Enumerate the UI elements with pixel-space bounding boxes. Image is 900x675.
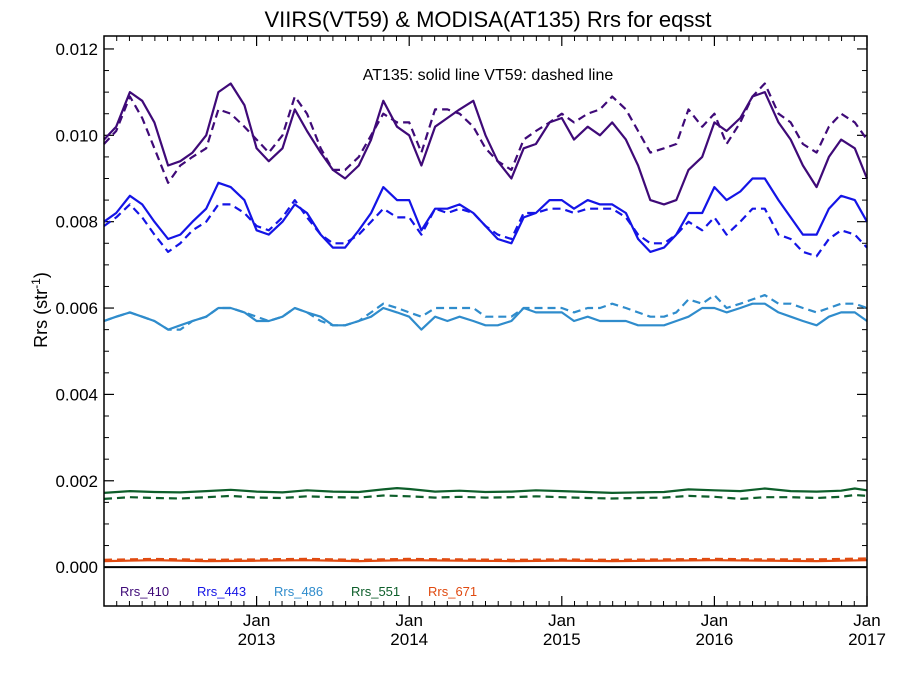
y-tick-label: 0.000: [55, 558, 98, 577]
x-tick-month: Jan: [395, 611, 422, 630]
plot-area: 0.0000.0020.0040.0060.0080.0100.012Jan20…: [55, 36, 886, 649]
y-tick-label: 0.012: [55, 40, 98, 59]
series-rrs-486-at135-solid: [103, 302, 868, 331]
series-rrs-443-at135-solid: [103, 177, 868, 253]
x-tick-year: 2015: [543, 630, 581, 649]
line-style-annotation: AT135: solid line VT59: dashed line: [363, 67, 614, 84]
chart-title: VIIRS(VT59) & MODISA(AT135) Rrs for eqss…: [264, 7, 711, 32]
series-rrs-443-vt59-dashed: [103, 199, 868, 258]
legend-entry-rrs-443: Rrs_443: [197, 584, 246, 599]
series-rrs-551-vt59-dashed: [103, 493, 868, 500]
y-tick-label: 0.004: [55, 385, 98, 404]
y-axis-label-superscript: -1: [29, 278, 43, 289]
legend-entry-rrs-551: Rrs_551: [351, 584, 400, 599]
x-tick-month: Jan: [243, 611, 270, 630]
y-axis-label-main: Rrs (str: [31, 289, 51, 348]
y-tick-label: 0.006: [55, 299, 98, 318]
series-rrs-486-vt59-dashed: [103, 294, 868, 331]
plot-frame: [103, 35, 868, 607]
y-tick-label: 0.010: [55, 126, 98, 145]
legend-entry-rrs-671: Rrs_671: [428, 584, 477, 599]
y-axis-label-close: ): [31, 272, 51, 278]
legend-entry-rrs-410: Rrs_410: [120, 584, 169, 599]
series-rrs-671-at135-solid: [103, 559, 868, 563]
x-tick-year: 2014: [390, 630, 428, 649]
x-tick-year: 2017: [848, 630, 886, 649]
series-rrs-671-vt59-dashed: [103, 557, 868, 561]
series-rrs-551-at135-solid: [103, 487, 868, 494]
x-tick-month: Jan: [701, 611, 728, 630]
x-tick-month: Jan: [853, 611, 880, 630]
x-tick-year: 2013: [238, 630, 276, 649]
x-tick-year: 2016: [695, 630, 733, 649]
y-tick-label: 0.002: [55, 472, 98, 491]
x-tick-month: Jan: [548, 611, 575, 630]
legend-entry-rrs-486: Rrs_486: [274, 584, 323, 599]
series-rrs-410-at135-solid: [103, 82, 869, 206]
y-tick-label: 0.008: [55, 213, 98, 232]
y-axis-label: Rrs (str-1): [29, 272, 51, 348]
